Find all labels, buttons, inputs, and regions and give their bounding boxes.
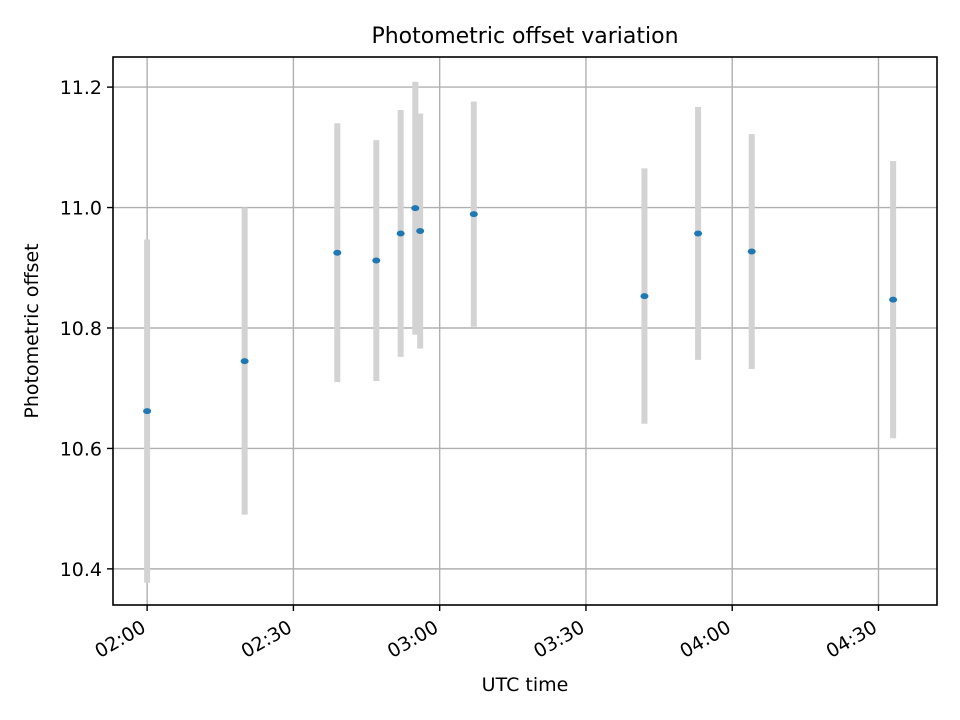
data-point — [333, 249, 342, 256]
grid-layer — [113, 57, 937, 605]
y-tick-label: 10.6 — [60, 438, 102, 460]
x-axis-label: UTC time — [482, 674, 569, 696]
y-tick-label: 10.8 — [60, 318, 102, 340]
data-point — [372, 257, 381, 264]
y-tick-label: 11.0 — [60, 198, 102, 220]
point-layer — [143, 205, 898, 415]
data-point — [469, 211, 478, 218]
data-point — [694, 230, 703, 237]
data-point — [640, 293, 649, 300]
data-point — [240, 358, 249, 365]
data-point — [889, 296, 898, 303]
data-point — [143, 408, 152, 415]
data-point — [396, 230, 405, 237]
y-axis-label: Photometric offset — [21, 243, 43, 418]
data-point — [747, 248, 756, 255]
chart-title: Photometric offset variation — [371, 24, 678, 49]
y-tick-label: 11.2 — [60, 77, 102, 99]
data-point — [416, 228, 425, 235]
plot-frame — [112, 56, 938, 606]
y-tick-label: 10.4 — [60, 559, 102, 581]
data-point — [411, 205, 420, 212]
